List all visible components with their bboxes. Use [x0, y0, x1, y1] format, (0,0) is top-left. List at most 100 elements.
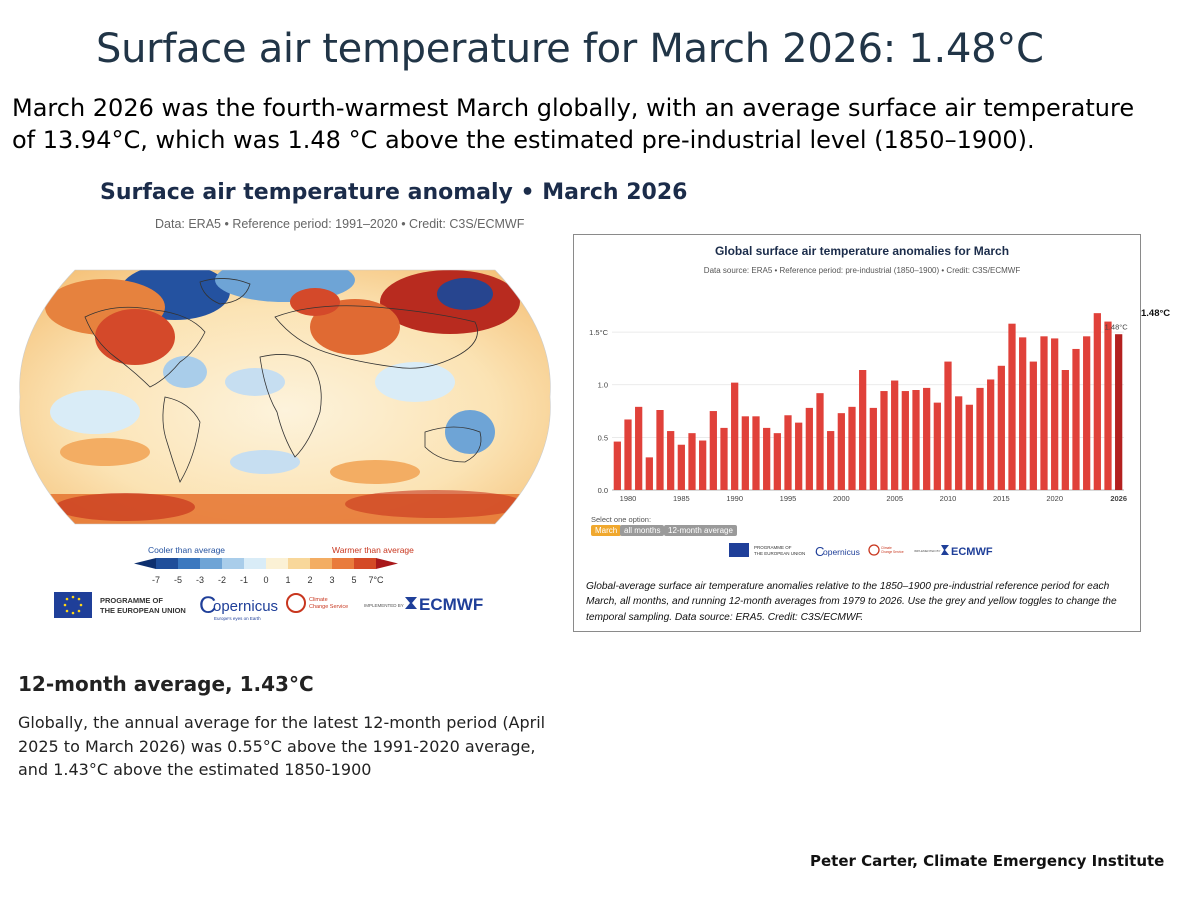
bar-2023[interactable]	[1083, 336, 1091, 490]
bar-2026[interactable]	[1115, 334, 1123, 490]
y-tick-label: 0.5	[598, 433, 608, 442]
bar-2007[interactable]	[912, 390, 920, 490]
bar-2017[interactable]	[1019, 337, 1027, 490]
bar-2013[interactable]	[976, 387, 984, 490]
bar-2024[interactable]	[1093, 313, 1101, 490]
x-tick-label: 1995	[780, 494, 797, 503]
bar-2003[interactable]	[869, 407, 877, 490]
chart-caption: Global-average surface air temperature a…	[586, 581, 1117, 623]
chart-copernicus-logo: opernicus	[823, 547, 860, 557]
bar-2001[interactable]	[848, 406, 856, 490]
y-tick-label: 0.0	[598, 486, 608, 495]
bar-1980[interactable]	[624, 419, 632, 490]
x-tick-label: 2000	[833, 494, 850, 503]
bar-1998[interactable]	[816, 393, 824, 490]
scale-cell	[376, 558, 398, 569]
bar-1987[interactable]	[699, 440, 707, 490]
scale-tick-label: 1	[285, 575, 290, 585]
bar-2020[interactable]	[1051, 338, 1059, 490]
scale-tick-label: 5	[351, 575, 356, 585]
twelve-month-body: Globally, the annual average for the lat…	[18, 713, 546, 779]
bar-1992[interactable]	[752, 416, 760, 490]
bar-1985[interactable]	[677, 444, 685, 490]
scale-tick-label: 7°C	[368, 575, 384, 585]
scale-cell	[178, 558, 200, 569]
bar-1984[interactable]	[667, 431, 675, 490]
y-tick-label: 1.0	[598, 381, 608, 390]
bar-2018[interactable]	[1029, 361, 1037, 490]
bar-2011[interactable]	[955, 396, 963, 490]
chart-latest-value: 1.48°C	[1141, 308, 1171, 319]
bar-1981[interactable]	[635, 406, 643, 490]
chart-panel: Global surface air temperature anomalies…	[573, 234, 1141, 632]
bar-2022[interactable]	[1072, 348, 1080, 490]
scale-tick-label: 3	[329, 575, 334, 585]
bar-2014[interactable]	[987, 379, 995, 490]
bar-2015[interactable]	[997, 365, 1005, 490]
bar-2004[interactable]	[880, 391, 888, 490]
bar-2000[interactable]	[837, 413, 845, 490]
bar-2016[interactable]	[1008, 323, 1016, 490]
chart-ecmwf-icon	[941, 545, 949, 555]
bar-2006[interactable]	[901, 391, 909, 490]
chart-c3s-icon	[868, 544, 880, 556]
color-scale: Cooler than average Warmer than average …	[134, 545, 414, 585]
scale-ticks: -7 -5 -3 -2 -1 0 1 2 3 5 7°C	[152, 575, 384, 585]
bar-2005[interactable]	[891, 380, 899, 490]
bar-2021[interactable]	[1061, 370, 1069, 490]
chart-ecmwf-logo: ECMWF	[951, 546, 993, 558]
bar-2008[interactable]	[923, 387, 931, 490]
bar-2019[interactable]	[1040, 336, 1048, 490]
c3s-line2: Change Service	[309, 604, 348, 610]
intro-paragraph: March 2026 was the fourth-warmest March …	[12, 94, 1135, 154]
chart-implemented-by: IMPLEMENTED BY	[914, 549, 941, 553]
bar-2009[interactable]	[933, 402, 941, 490]
chart-subtitle: Data source: ERA5 • Reference period: pr…	[704, 266, 1021, 275]
bar-1991[interactable]	[741, 416, 749, 490]
bar-1994[interactable]	[773, 433, 781, 490]
bar-1997[interactable]	[805, 407, 813, 490]
toggle-march[interactable]: March	[591, 525, 622, 536]
scale-cell	[222, 558, 244, 569]
bar-2002[interactable]	[859, 370, 867, 490]
bar-1989[interactable]	[720, 427, 728, 490]
bar-2010[interactable]	[944, 361, 952, 490]
y-tick-label: 1.5°C	[589, 328, 608, 337]
ecmwf-icon	[405, 597, 417, 609]
eu-stars-icon	[63, 595, 83, 615]
copernicus-logo: opernicus	[213, 598, 278, 615]
toggle-all-months[interactable]: all months	[620, 525, 665, 536]
scale-cell	[310, 558, 332, 569]
eu-logo-line1: PROGRAMME OF	[100, 596, 163, 605]
scale-cell	[244, 558, 266, 569]
scale-cell	[354, 558, 376, 569]
bar-2025[interactable]	[1104, 321, 1112, 490]
implemented-by: IMPLEMENTED BY	[364, 603, 404, 608]
x-tick-label: 1980	[620, 494, 637, 503]
scale-tick-label: -2	[218, 575, 226, 585]
bar-1999[interactable]	[827, 431, 835, 490]
x-axis-ticks: 1980 1985 1990 1995 2000 2005 2010 2015 2020 2026	[620, 494, 1127, 503]
bar-1996[interactable]	[795, 422, 803, 490]
bar-1982[interactable]	[645, 457, 653, 490]
bar-1995[interactable]	[784, 415, 792, 490]
bar-1983[interactable]	[656, 410, 664, 490]
twelve-month-heading: 12-month average, 1.43°C	[18, 672, 314, 696]
bar-1988[interactable]	[709, 411, 717, 490]
x-tick-label: 1990	[726, 494, 743, 503]
scale-tick-label: -3	[196, 575, 204, 585]
bar-2012[interactable]	[965, 404, 973, 490]
x-tick-label: 1985	[673, 494, 690, 503]
toggle-12-month-average[interactable]: 12-month average	[664, 525, 737, 536]
bar-1990[interactable]	[731, 382, 739, 490]
y-axis-ticks: 0.0 0.5 1.0 1.5°C	[589, 328, 608, 495]
x-tick-label: 2026	[1110, 494, 1127, 503]
scale-cell	[200, 558, 222, 569]
bar-1993[interactable]	[763, 427, 771, 490]
bar-chart: Global surface air temperature anomalies…	[589, 244, 1128, 559]
x-tick-label: 2010	[940, 494, 957, 503]
map-subtitle: Data: ERA5 • Reference period: 1991–2020…	[155, 217, 525, 231]
bar-1979[interactable]	[613, 441, 621, 490]
anomaly-map	[19, 269, 551, 525]
bar-1986[interactable]	[688, 433, 696, 490]
